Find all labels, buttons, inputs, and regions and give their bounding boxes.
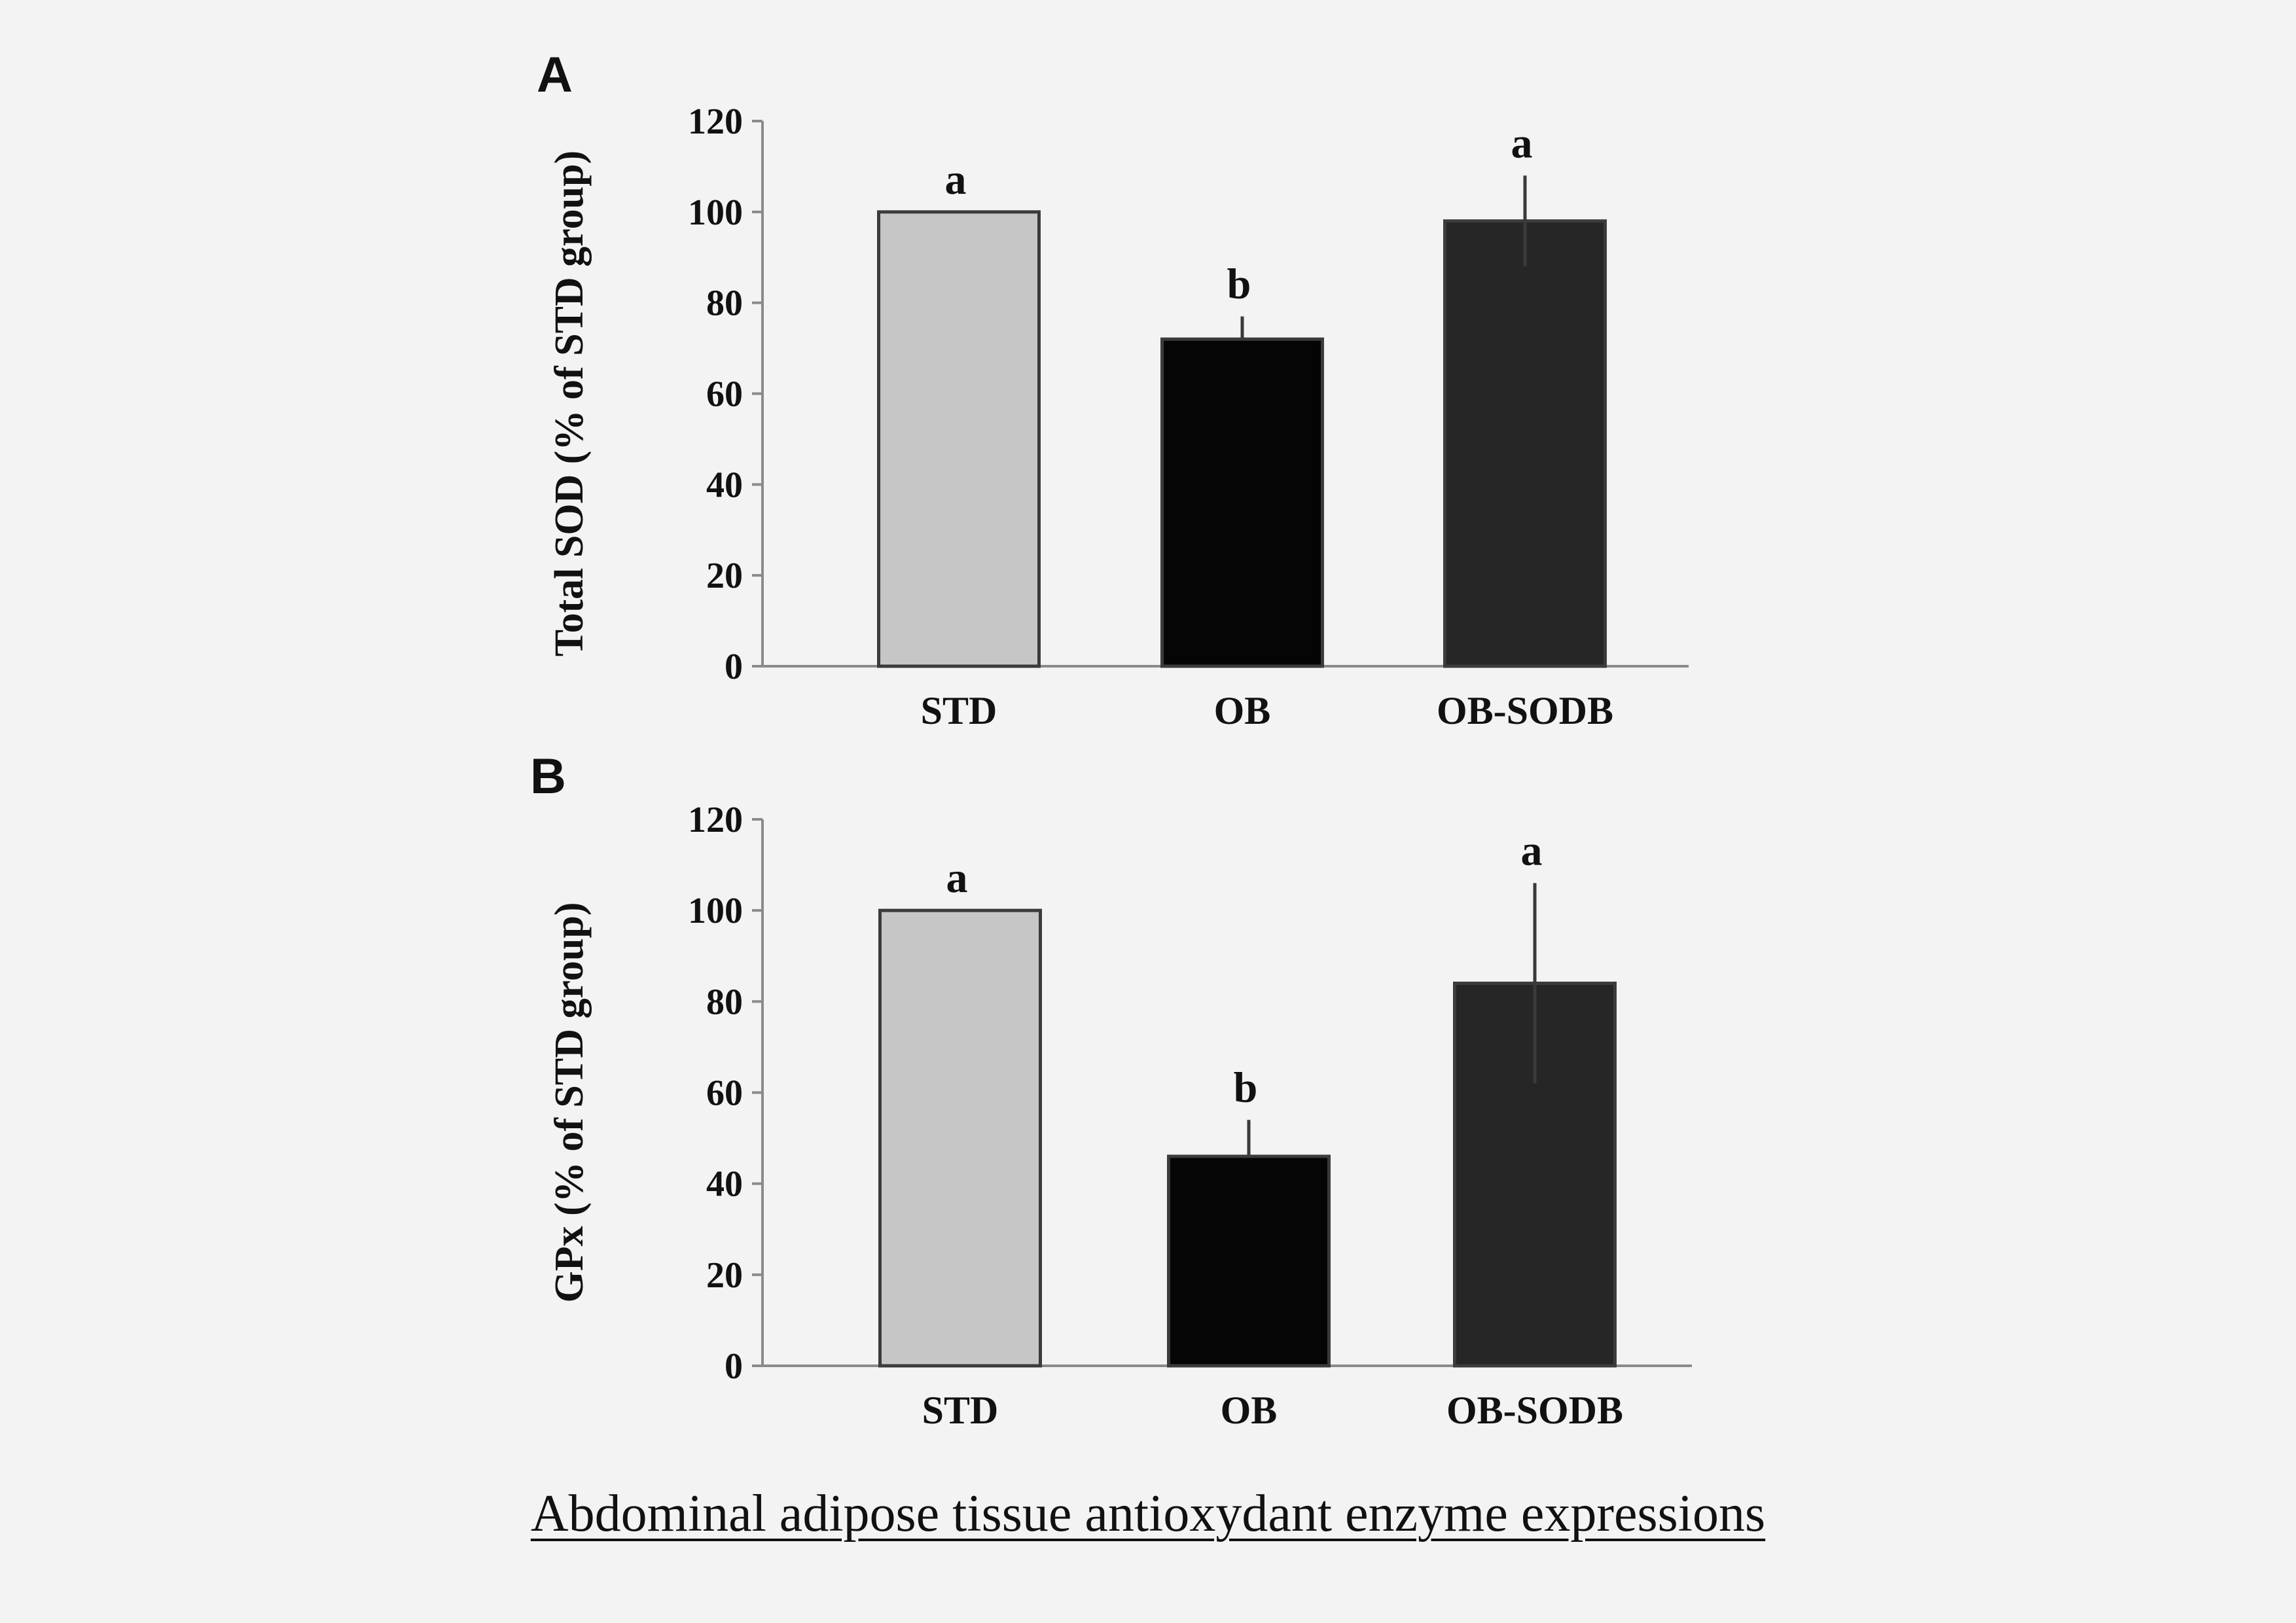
y-tick-label: 80 [706, 283, 743, 324]
y-tick-label: 80 [706, 982, 743, 1022]
y-tick-label: 60 [706, 374, 743, 415]
bar-ob-sodb [1453, 982, 1617, 1368]
y-tick-label: 40 [706, 465, 743, 505]
y-tick-label: 120 [688, 800, 743, 840]
y-tick-label: 100 [688, 192, 743, 233]
y-tick-label: 0 [725, 647, 743, 687]
y-tick-label: 0 [725, 1346, 743, 1387]
panel-letter: B [530, 749, 566, 804]
category-label: OB-SODB [1446, 1389, 1623, 1432]
y-tick-label: 20 [706, 1255, 743, 1296]
chart-panel-b: B 0 20 40 60 80 100 120 GPx (% of STD group) a STD… [530, 749, 1692, 1432]
y-tick-label: 120 [688, 101, 743, 142]
significance-label: a [1511, 119, 1533, 167]
y-tick-label: 20 [706, 556, 743, 596]
y-tick-label: 40 [706, 1164, 743, 1205]
significance-label: b [1234, 1063, 1258, 1111]
bar-std [878, 908, 1042, 1368]
chart-panel-a: A 0 20 40 60 80 100 120 Total SOD (% of STD grou… [537, 47, 1689, 732]
y-tick-label: 100 [688, 891, 743, 931]
significance-label: b [1227, 260, 1251, 308]
bar-ob [1167, 1154, 1331, 1368]
y-tick-label: 60 [706, 1073, 743, 1114]
bar-std [877, 210, 1041, 668]
bar-ob-sodb [1443, 219, 1607, 668]
significance-label: a [1521, 827, 1543, 874]
bar-ob [1160, 337, 1324, 668]
panel-letter: A [537, 47, 573, 103]
category-label: OB [1214, 689, 1271, 732]
y-axis-title: Total SOD (% of STD group) [547, 151, 592, 656]
significance-label: a [946, 854, 968, 902]
category-label: OB-SODB [1437, 689, 1613, 732]
figure-caption: Abdominal adipose tissue antioxydant enz… [530, 1485, 1766, 1543]
category-label: STD [922, 1389, 999, 1432]
y-axis-title: GPx (% of STD group) [547, 902, 592, 1302]
category-label: STD [921, 689, 997, 732]
significance-label: a [945, 156, 967, 204]
category-label: OB [1221, 1389, 1278, 1432]
